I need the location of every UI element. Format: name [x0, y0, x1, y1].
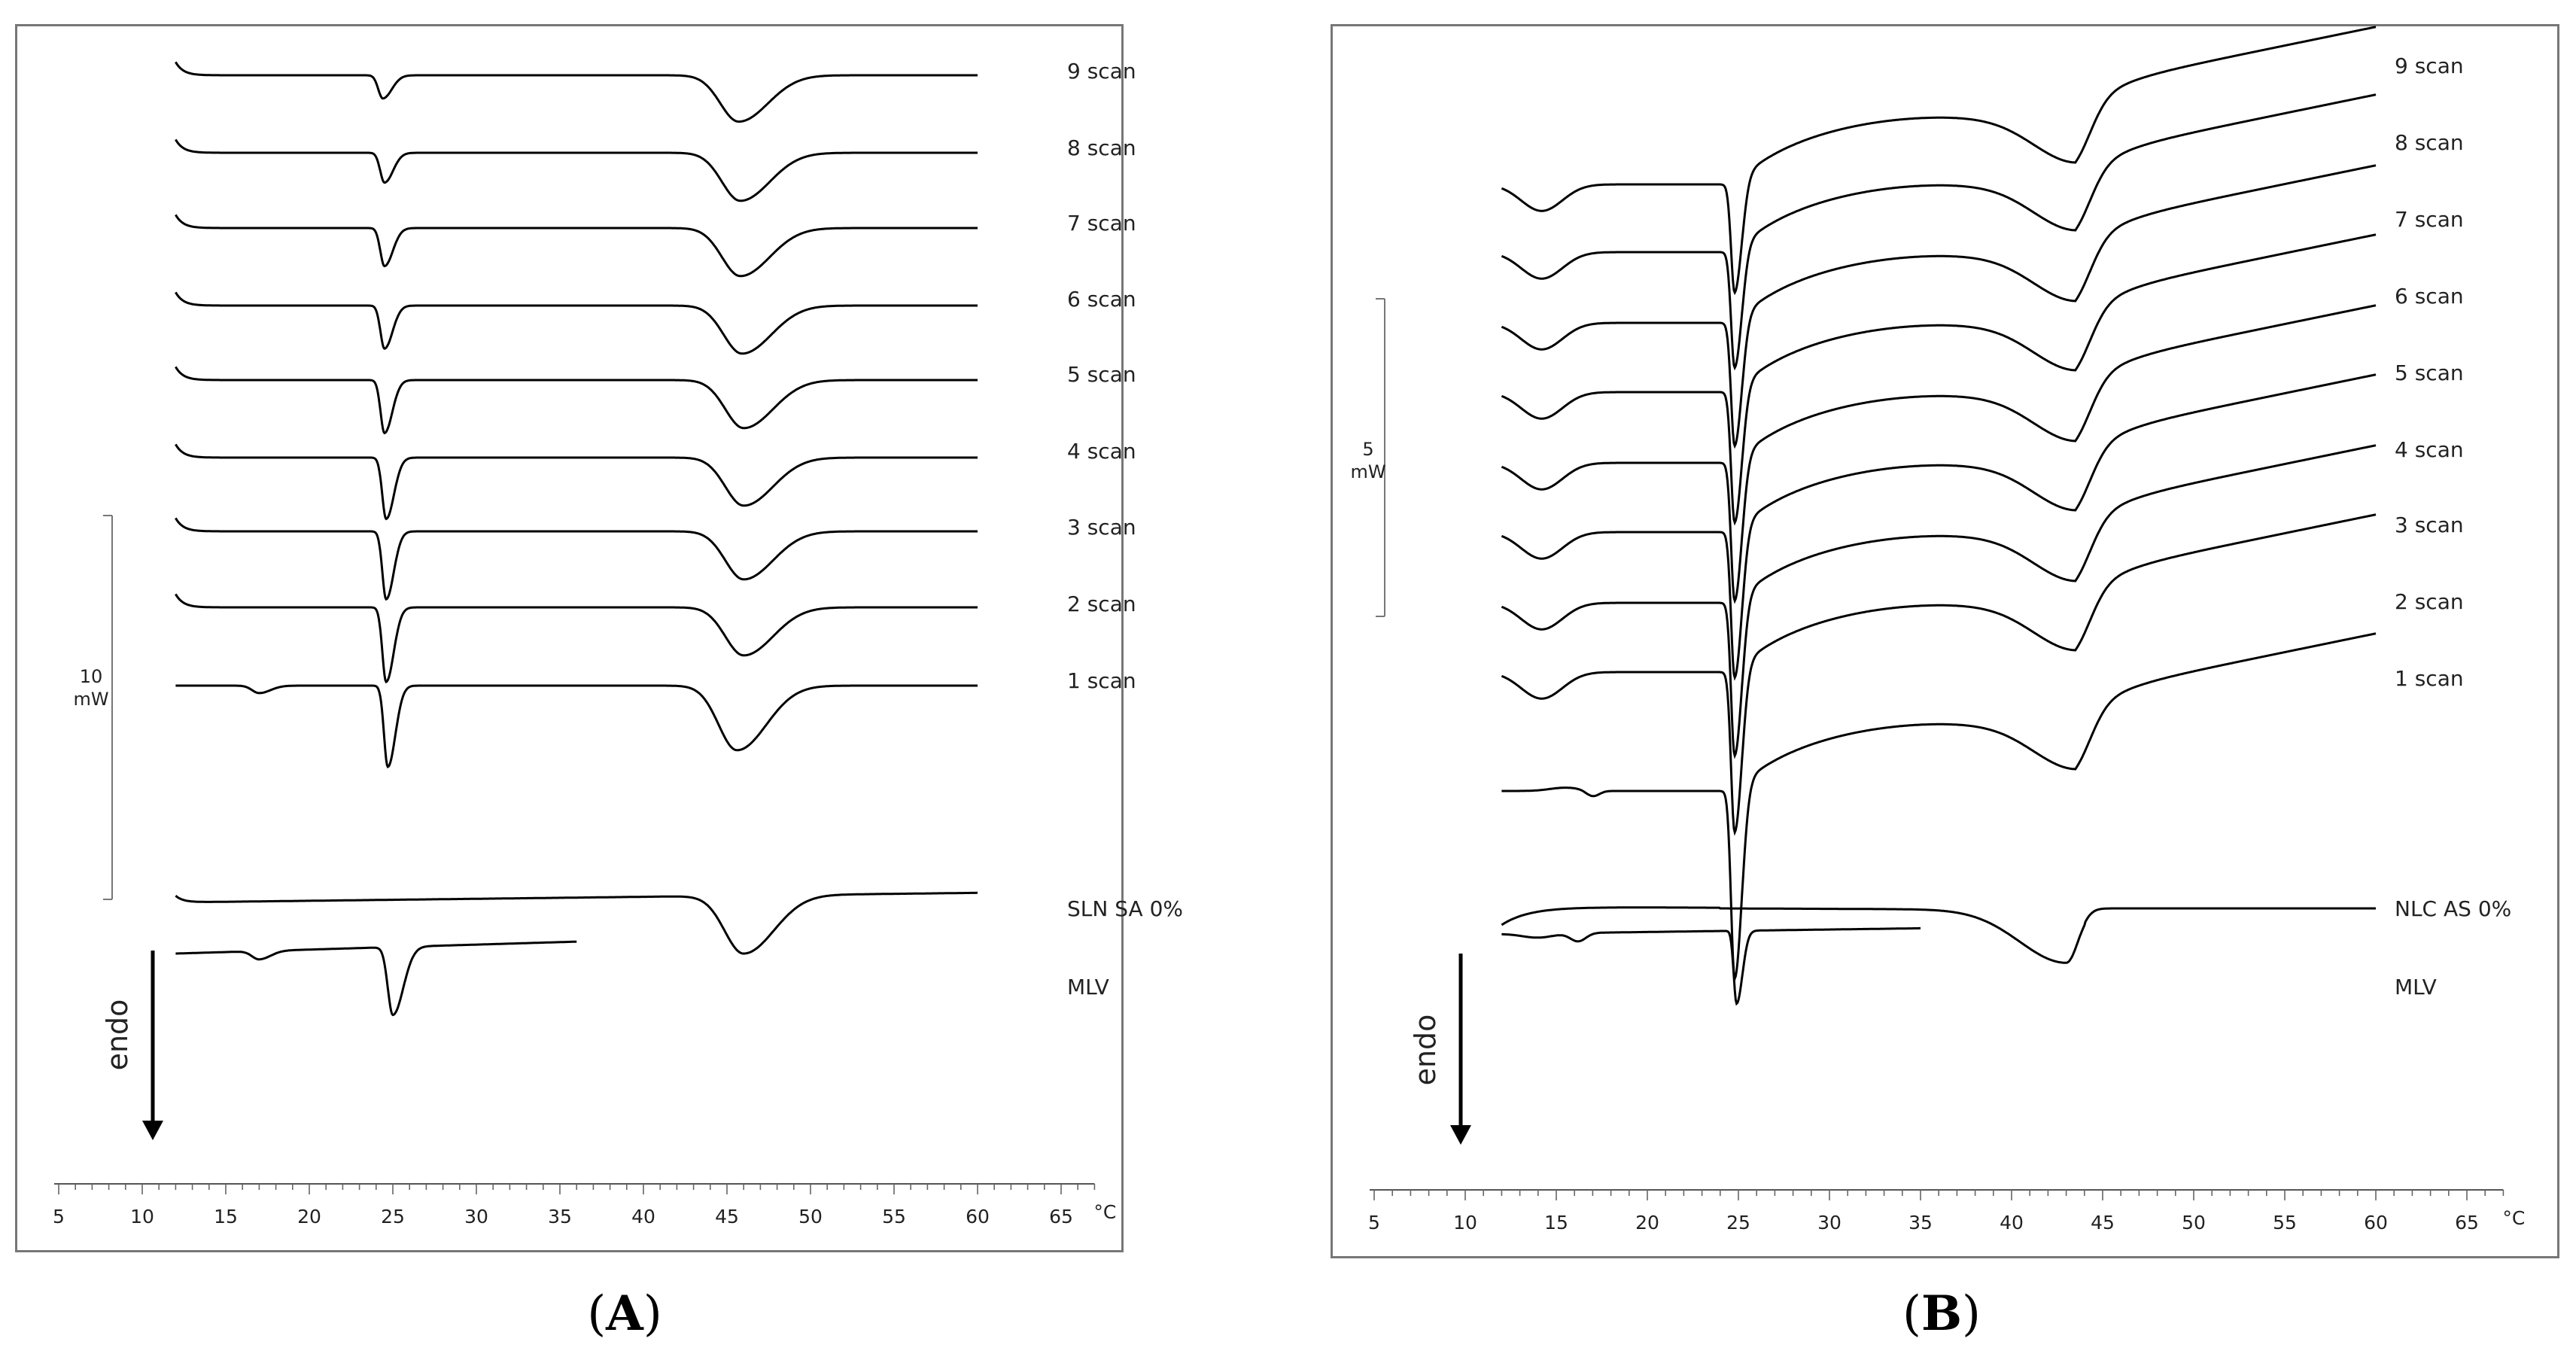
endo-arrowhead: [142, 1121, 163, 1140]
thermogram-6-scan: [1501, 233, 2377, 526]
x-tick-label: 25: [381, 1206, 405, 1227]
series-label-6-scan: 6 scan: [1067, 287, 1136, 312]
x-tick-label: 60: [966, 1206, 990, 1227]
x-tick-label: 30: [464, 1206, 488, 1227]
thermogram-9-scan: [1501, 26, 2377, 296]
thermogram-1-scan: [175, 684, 978, 768]
series-label-5-scan: 5 scan: [2395, 360, 2464, 385]
thermogram-8-scan: [175, 138, 978, 202]
series-label-3-scan: 3 scan: [1067, 515, 1136, 540]
series-label-8-scan: 8 scan: [1067, 135, 1136, 160]
panel-b-caption: (B): [1902, 1285, 1981, 1342]
thermogram-6-scan: [175, 291, 978, 355]
x-tick-label: 20: [297, 1206, 321, 1227]
scale-bar-value: 10: [80, 666, 103, 687]
x-axis-unit: °C: [2502, 1207, 2525, 1229]
series-label-nlc-as-0: NLC AS 0%: [2395, 896, 2511, 921]
x-tick-label: 10: [130, 1206, 154, 1227]
series-label-7-scan: 7 scan: [1067, 211, 1136, 236]
thermogram-8-scan: [1501, 93, 2377, 371]
thermogram-mlv: [175, 940, 577, 1017]
x-tick-label: 45: [715, 1206, 739, 1227]
thermogram-2-scan: [1501, 513, 2377, 836]
x-tick-label: 50: [798, 1206, 823, 1227]
x-tick-label: 30: [1817, 1212, 1842, 1234]
panel-a-caption: (A): [587, 1285, 662, 1342]
x-tick-label: 65: [1049, 1206, 1073, 1227]
panel-b: 5 10 15 20 25 30 35 40 45 50 55 60 65 °C 5 mW endo 9 scan…: [1331, 24, 2559, 1258]
thermogram-5-scan: [1501, 304, 2377, 604]
thermogram-9-scan: [175, 61, 978, 123]
scale-bar-value: 5: [1362, 439, 1373, 460]
thermogram-4-scan: [175, 443, 978, 521]
x-tick-label: 35: [1908, 1212, 1933, 1234]
series-label-6-scan: 6 scan: [2395, 284, 2464, 309]
thermogram-7-scan: [1501, 164, 2377, 449]
x-tick-label: 15: [214, 1206, 238, 1227]
series-label-4-scan: 4 scan: [1067, 439, 1136, 464]
x-tick-label: 60: [2364, 1212, 2388, 1234]
x-tick-label: 65: [2455, 1212, 2479, 1234]
x-axis-unit: °C: [1093, 1201, 1116, 1223]
x-tick-label: 20: [1635, 1212, 1659, 1234]
x-tick-label: 55: [2273, 1212, 2297, 1234]
series-label-9-scan: 9 scan: [1067, 59, 1136, 84]
thermogram-3-scan: [175, 517, 978, 601]
x-tick-label: 35: [548, 1206, 572, 1227]
series-label-sln-sa-0: SLN SA 0%: [1067, 896, 1183, 921]
series-label-1-scan: 1 scan: [2395, 666, 2464, 691]
x-tick-label: 45: [2091, 1212, 2115, 1234]
thermogram-5-scan: [175, 366, 978, 435]
series-label-1-scan: 1 scan: [1067, 668, 1136, 693]
x-tick-label: 50: [2182, 1212, 2206, 1234]
series-label-3-scan: 3 scan: [2395, 513, 2464, 537]
x-tick-label: 40: [631, 1206, 655, 1227]
endo-arrow-label: endo: [1409, 1015, 1442, 1086]
x-tick-label: 5: [53, 1206, 65, 1227]
thermogram-mlv: [1501, 926, 1921, 1006]
scale-bar-unit: mW: [1350, 461, 1385, 482]
thermogram-2-scan: [175, 593, 978, 684]
x-tick-label: 10: [1453, 1212, 1477, 1234]
series-label-mlv: MLV: [2395, 975, 2437, 999]
x-tick-label: 15: [1544, 1212, 1568, 1234]
series-label-5-scan: 5 scan: [1067, 362, 1136, 387]
x-tick-label: 25: [1726, 1212, 1750, 1234]
series-label-2-scan: 2 scan: [1067, 592, 1136, 616]
scale-bar-unit: mW: [73, 689, 108, 710]
thermogram-3-scan: [1501, 444, 2377, 759]
x-tick-label: 5: [1368, 1212, 1380, 1234]
thermogram-nlc-as-0: [1501, 906, 2376, 964]
endo-arrowhead: [1450, 1125, 1471, 1145]
thermogram-4-scan: [1501, 373, 2377, 681]
series-label-9-scan: 9 scan: [2395, 53, 2464, 78]
series-label-2-scan: 2 scan: [2395, 589, 2464, 614]
thermogram-7-scan: [175, 214, 978, 278]
series-label-8-scan: 8 scan: [2395, 130, 2464, 155]
series-label-mlv: MLV: [1067, 975, 1109, 999]
endo-arrow-label: endo: [101, 999, 134, 1071]
series-label-4-scan: 4 scan: [2395, 437, 2464, 462]
thermogram-sln-sa-0: [175, 891, 978, 955]
series-label-7-scan: 7 scan: [2395, 207, 2464, 232]
x-tick-label: 55: [882, 1206, 906, 1227]
x-tick-label: 40: [2000, 1212, 2024, 1234]
panel-a: 5 10 15 20 25 30 35 40 45 50 55 60 65 °C 10 mW endo 9 sca…: [15, 24, 1183, 1252]
thermogram-1-scan: [1501, 632, 2377, 983]
